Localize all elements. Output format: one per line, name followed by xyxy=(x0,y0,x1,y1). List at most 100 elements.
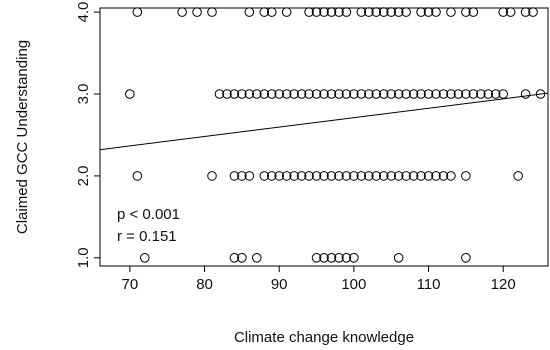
data-point xyxy=(259,89,270,99)
x-tick-label-90: 90 xyxy=(271,276,288,293)
data-point xyxy=(311,253,322,263)
data-point xyxy=(423,171,434,181)
data-point xyxy=(468,7,479,17)
data-point xyxy=(438,89,449,99)
data-point xyxy=(513,171,523,181)
data-point xyxy=(237,253,247,263)
data-point xyxy=(446,89,456,99)
data-point xyxy=(319,89,329,99)
data-point xyxy=(266,89,277,99)
annotation-r-value: r = 0.151 xyxy=(117,228,177,245)
data-point xyxy=(416,171,426,181)
data-point xyxy=(222,89,232,99)
data-point xyxy=(349,89,359,99)
data-point xyxy=(349,253,359,263)
data-point xyxy=(214,89,225,99)
x-tick-label-80: 80 xyxy=(196,276,213,293)
data-point xyxy=(520,89,531,99)
y-tick-label-0: 1.0 xyxy=(75,247,92,268)
data-point xyxy=(304,89,314,99)
data-point xyxy=(386,89,397,99)
data-point xyxy=(446,7,456,17)
y-axis-title: Claimed GCC Understanding xyxy=(14,40,31,234)
data-point xyxy=(304,7,314,17)
data-point xyxy=(304,171,314,181)
data-point xyxy=(229,171,240,181)
data-point xyxy=(281,171,292,181)
data-point xyxy=(371,171,382,181)
data-point xyxy=(356,7,367,17)
data-point xyxy=(207,171,217,181)
data-point xyxy=(416,89,426,99)
data-point xyxy=(393,253,404,263)
data-point xyxy=(311,171,322,181)
data-point xyxy=(364,171,374,181)
data-point xyxy=(490,89,501,99)
data-point xyxy=(408,171,419,181)
data-point xyxy=(453,89,464,99)
data-point xyxy=(416,7,426,17)
annotation-p-value: p < 0.001 xyxy=(117,206,180,223)
data-point xyxy=(438,171,449,181)
x-tick-label-110: 110 xyxy=(417,276,441,293)
data-point xyxy=(393,171,404,181)
data-point xyxy=(251,89,262,99)
data-point xyxy=(319,253,329,263)
data-point xyxy=(326,253,337,263)
data-point xyxy=(259,171,270,181)
data-point xyxy=(401,171,411,181)
data-point xyxy=(393,89,404,99)
data-point xyxy=(319,7,329,17)
data-point xyxy=(423,89,434,99)
data-point xyxy=(446,171,456,181)
data-point xyxy=(311,7,322,17)
data-point xyxy=(192,7,202,17)
data-point xyxy=(296,89,307,99)
data-point xyxy=(251,253,262,263)
data-point xyxy=(326,7,337,17)
data-point xyxy=(244,171,255,181)
data-point xyxy=(140,253,150,263)
data-point xyxy=(289,89,299,99)
data-point xyxy=(423,7,434,17)
data-point xyxy=(349,171,359,181)
data-point xyxy=(281,7,292,17)
data-point xyxy=(274,171,285,181)
data-point xyxy=(326,89,337,99)
data-point xyxy=(431,89,441,99)
data-point xyxy=(461,253,471,263)
data-point xyxy=(378,7,389,17)
data-point xyxy=(229,89,240,99)
y-tick-label-3: 4.0 xyxy=(75,2,92,23)
data-point xyxy=(431,171,441,181)
data-point xyxy=(378,171,389,181)
data-point xyxy=(401,89,411,99)
data-point xyxy=(334,89,344,99)
x-axis-title: Climate change knowledge xyxy=(234,329,414,346)
data-point xyxy=(408,89,419,99)
data-point xyxy=(386,171,397,181)
data-point xyxy=(125,89,135,99)
data-point xyxy=(371,7,382,17)
data-point xyxy=(259,7,270,17)
x-tick-label-100: 100 xyxy=(341,276,366,293)
data-point xyxy=(244,7,255,17)
data-point xyxy=(289,171,299,181)
data-point xyxy=(132,7,143,17)
data-point xyxy=(505,7,516,17)
data-point xyxy=(334,171,344,181)
data-point xyxy=(356,171,367,181)
data-point xyxy=(341,253,352,263)
data-point xyxy=(371,89,382,99)
data-point xyxy=(237,89,247,99)
data-point xyxy=(244,89,255,99)
data-point xyxy=(334,7,344,17)
regression-line xyxy=(99,92,549,151)
data-point xyxy=(386,7,397,17)
data-point xyxy=(207,7,217,17)
data-point xyxy=(132,171,143,181)
x-tick-label-70: 70 xyxy=(122,276,139,293)
data-point xyxy=(476,89,486,99)
data-point xyxy=(281,89,292,99)
data-point xyxy=(319,171,329,181)
